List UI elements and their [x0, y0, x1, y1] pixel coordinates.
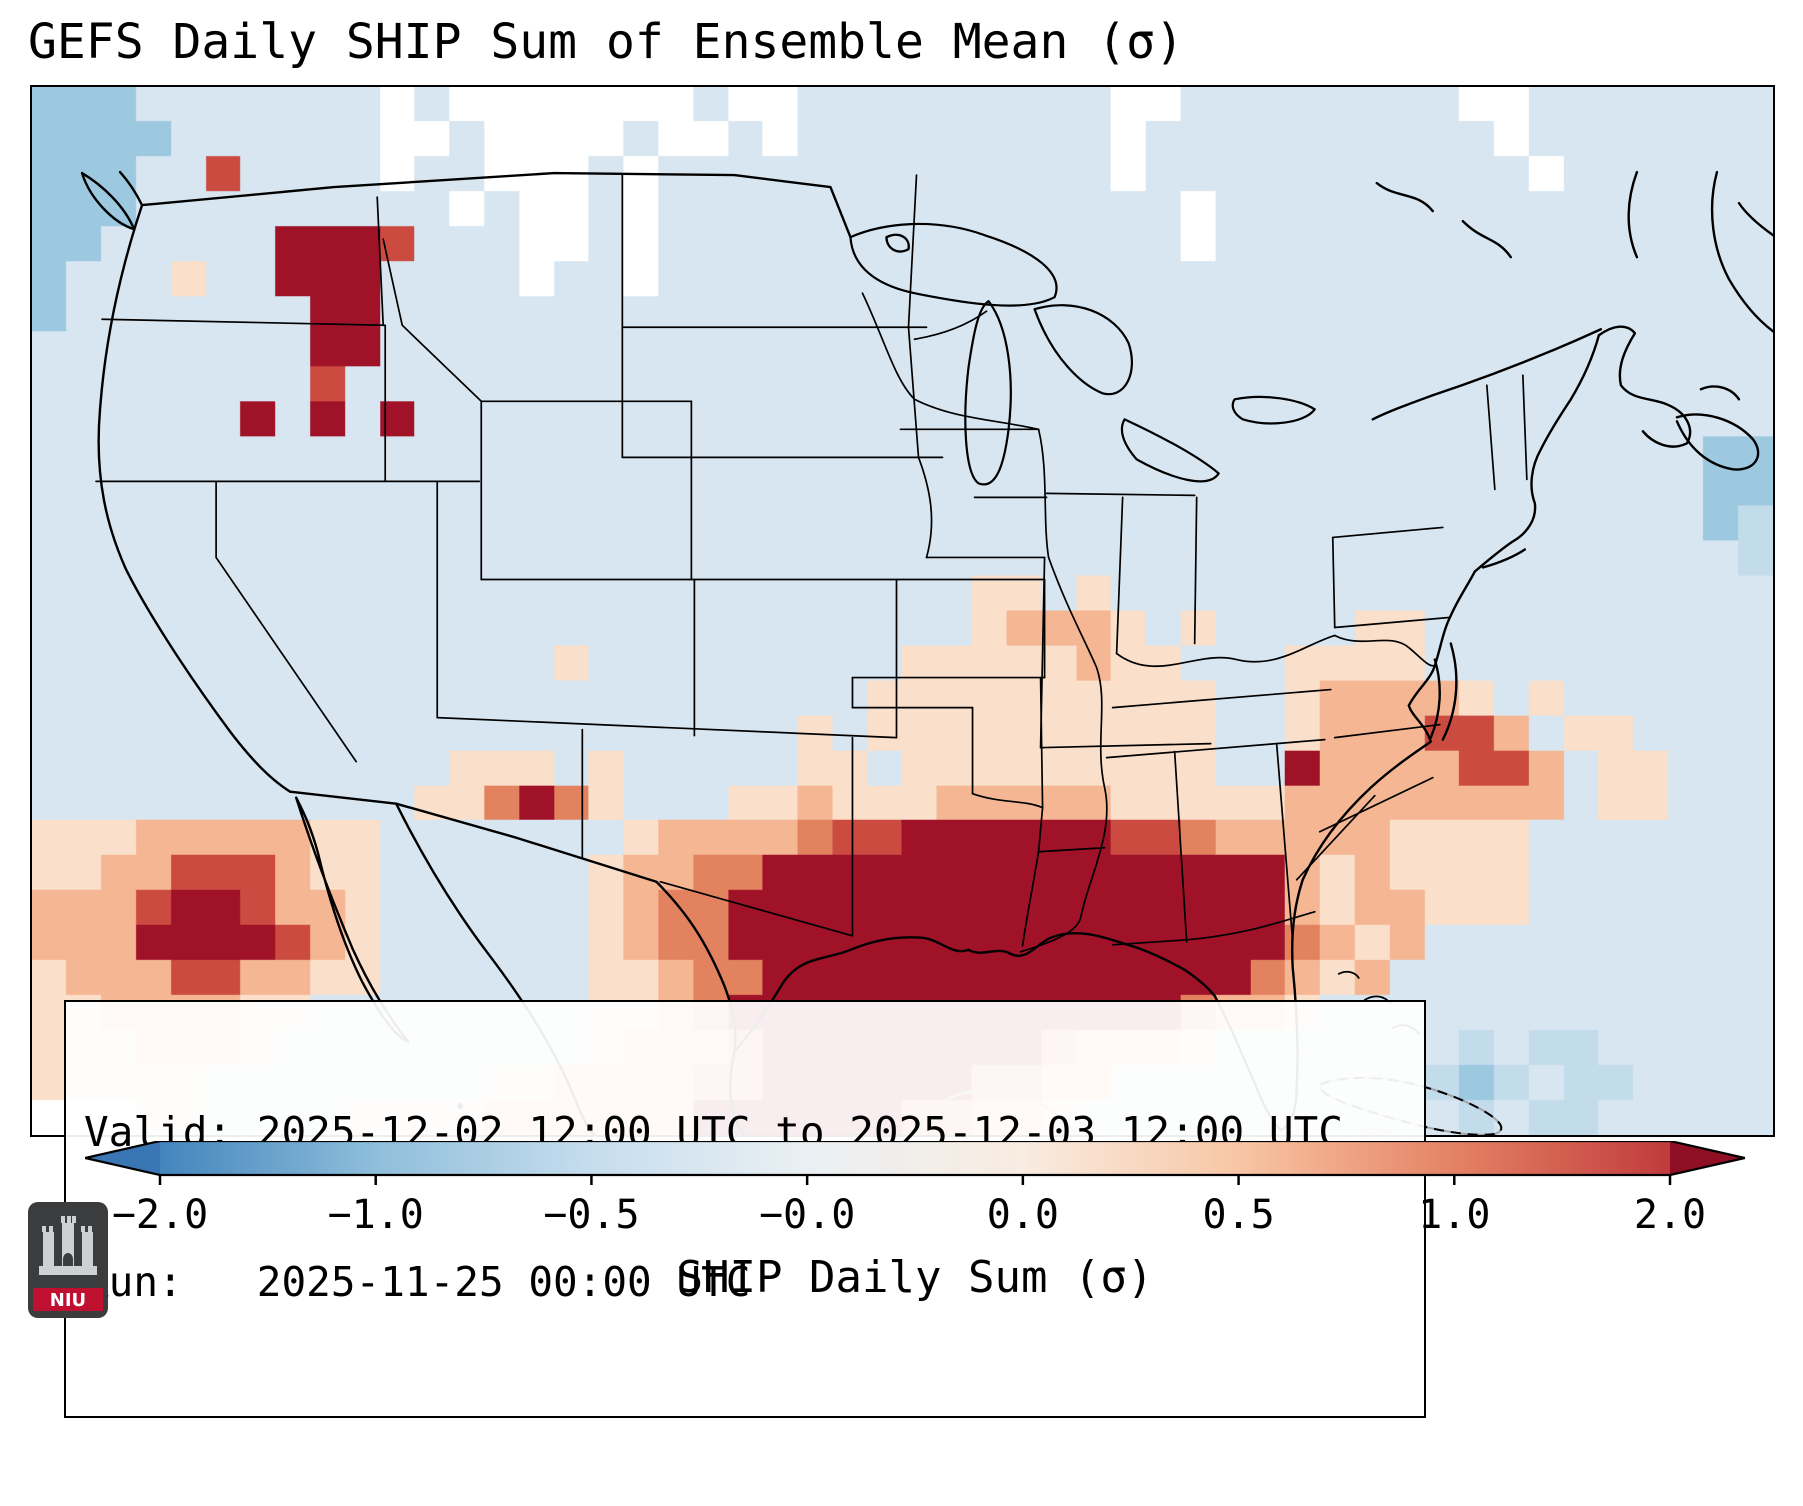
run-time-text: Run: 2025-11-25 00:00 UTC [84, 1258, 751, 1306]
colorbar-tick-label: −1.0 [327, 1192, 424, 1238]
forecast-info-box: Valid: 2025-12-02 12:00 UTC to 2025-12-0… [64, 1000, 1426, 1418]
colorbar-tick-label: 1.0 [1418, 1192, 1491, 1238]
figure-title: GEFS Daily SHIP Sum of Ensemble Mean (σ) [28, 14, 1184, 70]
colorbar-over-arrow [1670, 1141, 1745, 1175]
colorbar [84, 1139, 1746, 1187]
colorbar-tick-label: 0.0 [986, 1192, 1059, 1238]
colorbar-axis-label: SHIP Daily Sum (σ) [676, 1252, 1154, 1303]
colorbar-tick-marks [158, 1175, 1672, 1185]
niu-logo-svg: NIU [28, 1202, 108, 1318]
colorbar-tick-label: 2.0 [1633, 1192, 1707, 1238]
colorbar-under-arrow [85, 1141, 160, 1175]
coastlines [80, 170, 1773, 1135]
logo-text: NIU [50, 1290, 86, 1311]
niu-logo: NIU [28, 1202, 108, 1318]
logo-band [33, 1288, 103, 1311]
state-borders [95, 174, 1528, 953]
colorbar-svg [84, 1139, 1746, 1185]
map-panel: Valid: 2025-12-02 12:00 UTC to 2025-12-0… [30, 85, 1775, 1418]
colorbar-tick-label: −0.5 [543, 1192, 640, 1238]
colorbar-tick-labels: −2.0 −1.0 −0.5 −0.0 0.0 0.5 1.0 2.0 [85, 1192, 1745, 1240]
map-boundaries [80, 170, 1773, 1135]
colorbar-gradient-bar [160, 1141, 1670, 1175]
colorbar-tick-label: −2.0 [111, 1192, 209, 1238]
ship-sigma-heatmap [32, 87, 1773, 1135]
great-lakes [849, 222, 1316, 486]
colorbar-tick-label: −0.0 [758, 1192, 856, 1238]
colorbar-tick-label: 0.5 [1202, 1192, 1275, 1238]
castle-icon [39, 1216, 97, 1275]
